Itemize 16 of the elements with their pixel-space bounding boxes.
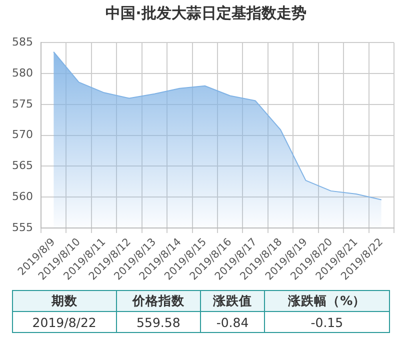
text: 涨跌值 bbox=[200, 290, 264, 312]
y-tick-label: 555 bbox=[12, 220, 33, 234]
y-tick-label: 580 bbox=[12, 66, 33, 80]
y-tick-label: 585 bbox=[12, 35, 33, 48]
text: 559.58 bbox=[116, 312, 201, 332]
y-tick-label: 575 bbox=[12, 97, 33, 110]
y-tick-label: 560 bbox=[12, 190, 33, 203]
text: 期数 bbox=[12, 290, 116, 312]
text: 涨跌幅（%） bbox=[264, 290, 390, 312]
y-tick-label: 565 bbox=[12, 159, 33, 172]
y-tick-label: 570 bbox=[12, 128, 33, 142]
text: -0.15 bbox=[264, 312, 390, 332]
text: 价格指数 bbox=[116, 290, 201, 312]
text: -0.84 bbox=[200, 312, 264, 332]
chart-title: 中国·批发大蒜日定基指数走势 bbox=[104, 4, 308, 23]
text: 2019/8/22 bbox=[12, 312, 116, 332]
